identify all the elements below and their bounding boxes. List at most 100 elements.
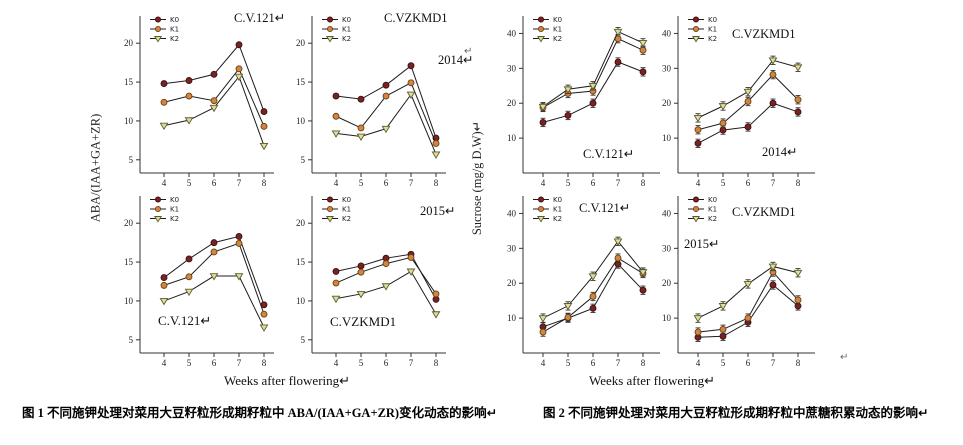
svg-text:K2: K2: [170, 35, 179, 43]
svg-text:K0: K0: [553, 196, 562, 204]
subplot-fig1-2014-cvzkmd1: 5 10 15 20 4 5 6 7 8 K0 K1 K2 C.VZKMD1 2014↵: [270, 2, 473, 188]
svg-text:K1: K1: [708, 26, 717, 34]
svg-text:20: 20: [662, 98, 672, 108]
svg-text:20: 20: [662, 278, 672, 288]
svg-text:K1: K1: [170, 206, 179, 214]
svg-text:5: 5: [301, 335, 306, 345]
svg-text:6: 6: [591, 358, 596, 368]
svg-text:C.V.121↵: C.V.121↵: [234, 11, 285, 25]
fig1-caption: 图 1 不同施钾处理对菜用大豆籽粒形成期籽粒中 ABA/(IAA+GA+ZR)变…: [22, 406, 498, 420]
svg-text:30: 30: [662, 243, 672, 253]
subplot-fig1-2014-cv121: 5 10 15 20 4 5 6 7 8 K0 K1 K2 C.V.121↵: [98, 2, 293, 188]
svg-text:K2: K2: [170, 215, 179, 223]
svg-text:5: 5: [566, 358, 571, 368]
subplot-fig1-2015-cvzkmd1: 5 10 15 20 4 5 6 7 8 K0 K1 K2 2015↵ C.VZKMD1: [270, 182, 465, 368]
svg-text:15: 15: [124, 257, 134, 267]
svg-text:4: 4: [696, 178, 701, 188]
svg-text:7: 7: [237, 178, 242, 188]
svg-text:7: 7: [409, 178, 414, 188]
svg-text:C.VZKMD1: C.VZKMD1: [732, 27, 796, 41]
svg-text:5: 5: [359, 358, 364, 368]
svg-text:6: 6: [212, 358, 217, 368]
svg-text:5: 5: [301, 155, 306, 165]
svg-text:7: 7: [771, 358, 776, 368]
svg-text:6: 6: [591, 178, 596, 188]
svg-text:30: 30: [507, 63, 517, 73]
svg-text:40: 40: [662, 28, 672, 38]
svg-text:4: 4: [334, 178, 339, 188]
svg-text:7: 7: [616, 358, 621, 368]
svg-text:2014↵: 2014↵: [762, 145, 797, 159]
svg-text:10: 10: [296, 116, 306, 126]
svg-text:C.VZKMD1: C.VZKMD1: [732, 205, 796, 219]
svg-text:K1: K1: [342, 206, 351, 214]
svg-text:5: 5: [187, 358, 192, 368]
svg-text:7: 7: [409, 358, 414, 368]
svg-text:8: 8: [796, 358, 801, 368]
svg-text:K0: K0: [342, 16, 351, 24]
svg-text:K2: K2: [553, 35, 562, 43]
svg-text:C.VZKMD1: C.VZKMD1: [330, 314, 396, 329]
svg-text:10: 10: [124, 296, 134, 306]
svg-text:K1: K1: [170, 26, 179, 34]
svg-text:4: 4: [162, 178, 167, 188]
fig2-x-axis-label: Weeks after flowering↵: [588, 373, 716, 388]
svg-text:5: 5: [129, 155, 134, 165]
svg-text:20: 20: [507, 278, 517, 288]
svg-text:15: 15: [124, 77, 134, 87]
svg-text:15: 15: [296, 257, 306, 267]
subplot-fig2-2015-cv121: 10 20 30 40 4 5 6 7 8 K0 K1 K2 C.V.121↵: [481, 182, 666, 368]
svg-text:4: 4: [162, 358, 167, 368]
svg-text:K2: K2: [342, 35, 351, 43]
svg-text:8: 8: [262, 358, 267, 368]
svg-text:2015↵: 2015↵: [420, 204, 455, 218]
svg-text:K2: K2: [708, 35, 717, 43]
svg-text:K2: K2: [342, 215, 351, 223]
svg-text:5: 5: [721, 358, 726, 368]
subplot-fig2-2014-cv121: 10 20 30 40 4 5 6 7 8 K0 K1 K2 C.V.121↵: [481, 2, 666, 188]
fig2-caption: 图 2 不同施钾处理对菜用大豆籽粒形成期籽粒中蔗糖积累动态的影响↵: [543, 406, 929, 420]
svg-text:7: 7: [237, 358, 242, 368]
fig2-y-axis-label: Sucrose (mg/g D.W)↵: [470, 120, 484, 236]
svg-text:10: 10: [124, 116, 134, 126]
svg-text:K0: K0: [708, 196, 717, 204]
svg-text:7: 7: [616, 178, 621, 188]
svg-text:K0: K0: [342, 196, 351, 204]
svg-text:4: 4: [541, 358, 546, 368]
svg-text:5: 5: [187, 178, 192, 188]
svg-text:K1: K1: [708, 206, 717, 214]
svg-text:5: 5: [129, 335, 134, 345]
paragraph-return-mark: ↵: [840, 352, 849, 363]
svg-text:30: 30: [662, 63, 672, 73]
svg-text:8: 8: [262, 178, 267, 188]
svg-text:6: 6: [384, 358, 389, 368]
svg-text:40: 40: [507, 28, 517, 38]
svg-text:10: 10: [662, 133, 672, 143]
svg-text:C.V.121↵: C.V.121↵: [579, 201, 630, 215]
svg-text:2014↵: 2014↵: [438, 53, 473, 67]
svg-text:C.V.121↵: C.V.121↵: [158, 313, 211, 328]
svg-text:K2: K2: [708, 215, 717, 223]
svg-text:15: 15: [296, 77, 306, 87]
svg-text:20: 20: [507, 98, 517, 108]
svg-text:C.V.121↵: C.V.121↵: [583, 147, 634, 161]
svg-text:K0: K0: [553, 16, 562, 24]
svg-text:C.VZKMD1: C.VZKMD1: [384, 11, 448, 25]
subplot-fig1-2015-cv121: 5 10 15 20 4 5 6 7 8 K0 K1 K2 C.V.121↵: [98, 182, 293, 368]
svg-text:8: 8: [434, 178, 439, 188]
svg-text:30: 30: [507, 243, 517, 253]
svg-text:4: 4: [334, 358, 339, 368]
svg-text:8: 8: [434, 358, 439, 368]
svg-text:4: 4: [541, 178, 546, 188]
svg-text:20: 20: [124, 218, 134, 228]
svg-text:10: 10: [662, 313, 672, 323]
subplot-fig2-2014-cvzkmd1: 10 20 30 40 4 5 6 7 8 K0 K1 K2 C.VZKMD1 2014↵: [636, 2, 821, 188]
svg-text:K1: K1: [553, 206, 562, 214]
svg-text:10: 10: [507, 313, 517, 323]
svg-text:8: 8: [641, 178, 646, 188]
svg-text:20: 20: [124, 38, 134, 48]
svg-text:40: 40: [507, 208, 517, 218]
fig1-y-axis-label: ABA/(IAA+GA+ZR): [88, 113, 103, 223]
svg-text:5: 5: [721, 178, 726, 188]
